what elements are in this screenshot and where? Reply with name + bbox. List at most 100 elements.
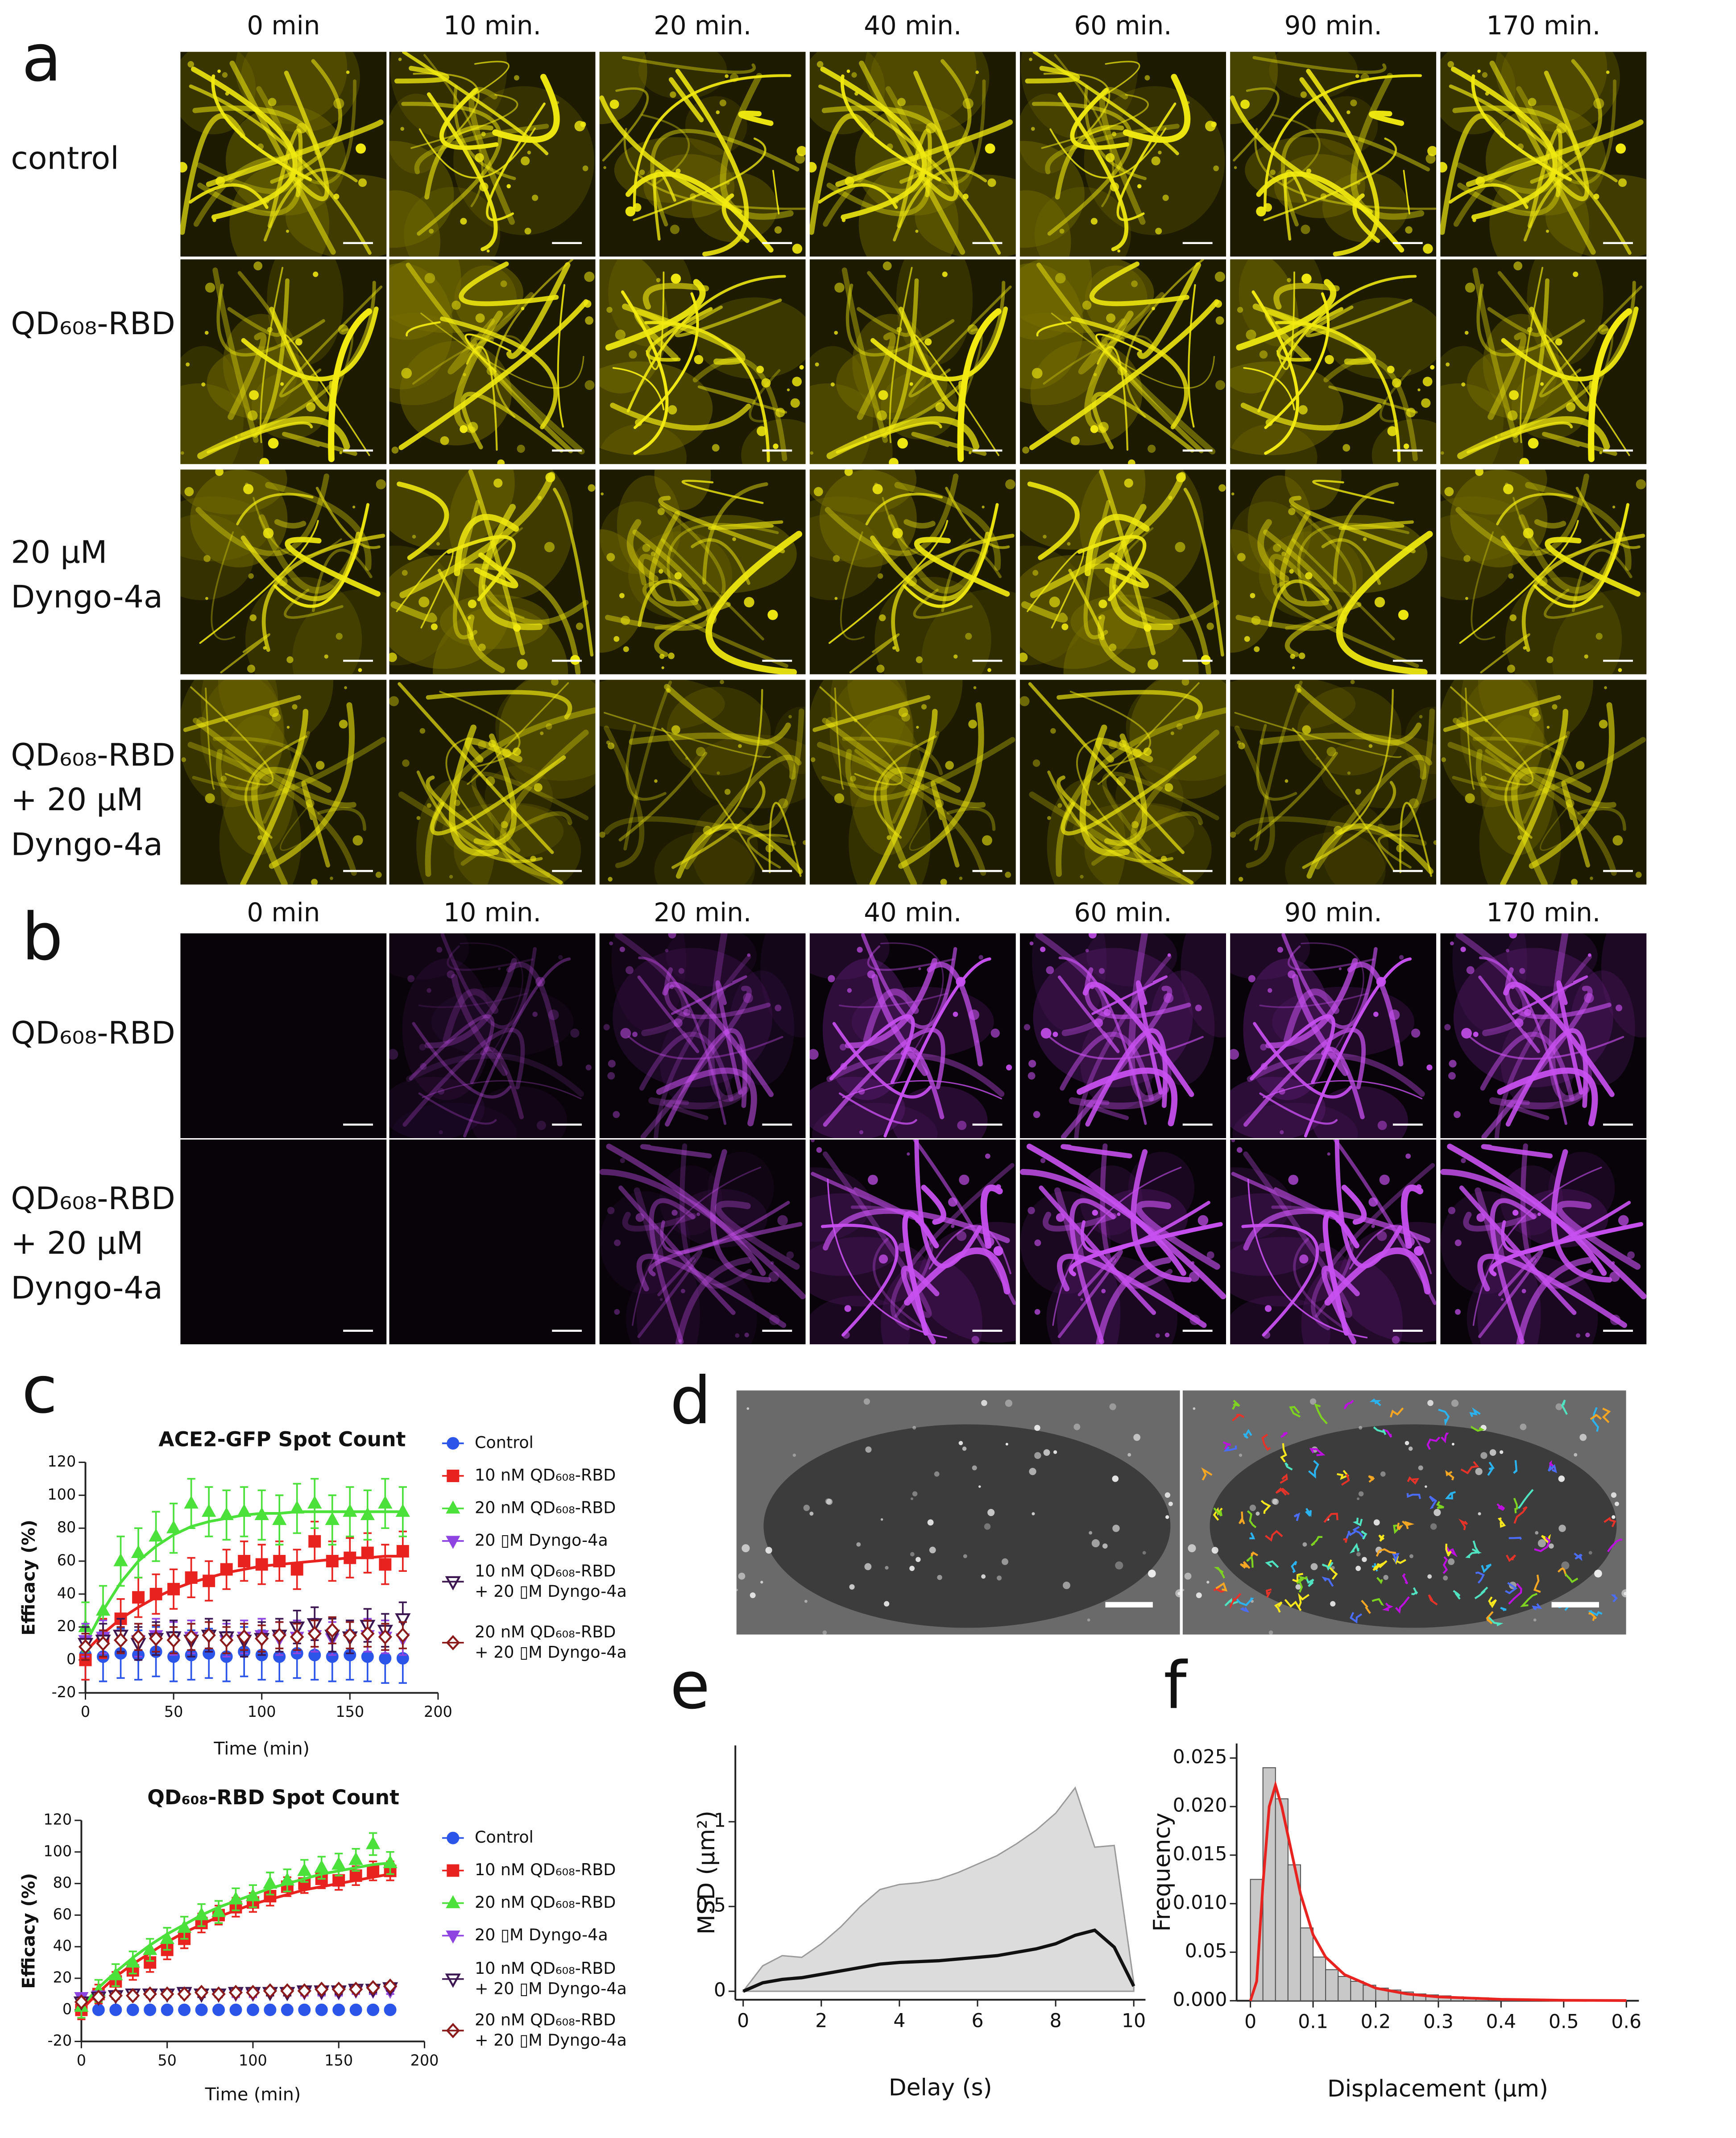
cell-membrane bbox=[1135, 1200, 1220, 1270]
cluster bbox=[951, 1224, 955, 1228]
cluster bbox=[1368, 744, 1373, 748]
cluster bbox=[346, 70, 350, 74]
spot bbox=[1165, 1515, 1169, 1519]
cell-body bbox=[1115, 765, 1184, 828]
cell-body bbox=[1084, 803, 1212, 885]
data-point bbox=[326, 1555, 339, 1568]
cell-membrane bbox=[267, 128, 303, 228]
cell-membrane bbox=[1588, 308, 1632, 462]
track bbox=[1265, 1588, 1272, 1598]
cluster bbox=[460, 425, 468, 433]
spot bbox=[929, 1546, 936, 1554]
cluster bbox=[267, 327, 273, 332]
spot bbox=[1002, 1558, 1009, 1565]
cell-membrane bbox=[812, 695, 931, 732]
cluster bbox=[439, 1130, 443, 1135]
spot bbox=[864, 1563, 872, 1570]
cluster bbox=[975, 70, 979, 74]
cell-membrane bbox=[1131, 1149, 1192, 1283]
cell-membrane bbox=[599, 95, 742, 215]
cell-membrane bbox=[1097, 614, 1136, 673]
cluster bbox=[744, 1332, 749, 1338]
cell-membrane bbox=[646, 307, 713, 362]
cluster bbox=[730, 73, 739, 82]
spot bbox=[1427, 1574, 1432, 1579]
track bbox=[1372, 1563, 1380, 1571]
cluster bbox=[263, 528, 274, 539]
cell-membrane bbox=[1061, 1144, 1132, 1159]
cell-membrane bbox=[1500, 531, 1621, 601]
panel-label: e bbox=[670, 1648, 710, 1724]
cluster bbox=[1144, 75, 1150, 81]
cell-membrane bbox=[604, 725, 645, 868]
cell-membrane bbox=[1043, 72, 1110, 134]
text-line: + 20 ▯M Dyngo-4a bbox=[475, 1979, 627, 1998]
cluster bbox=[1466, 966, 1475, 974]
cell-membrane bbox=[1027, 548, 1085, 629]
cluster bbox=[777, 1215, 788, 1226]
cluster bbox=[1537, 1212, 1541, 1216]
y-tick-label: 1 bbox=[714, 1810, 726, 1832]
cluster bbox=[853, 719, 858, 722]
cluster bbox=[716, 110, 720, 114]
cluster bbox=[840, 1063, 847, 1070]
cell-membrane bbox=[1489, 1044, 1592, 1110]
cluster bbox=[887, 835, 891, 840]
spot bbox=[1443, 1575, 1448, 1581]
cluster bbox=[786, 1251, 794, 1259]
cell-membrane bbox=[1082, 982, 1194, 1097]
cell-membrane bbox=[424, 125, 493, 200]
cluster bbox=[956, 977, 966, 987]
cell-membrane bbox=[1123, 74, 1191, 143]
cell-membrane bbox=[697, 385, 787, 414]
cell-membrane bbox=[640, 986, 752, 1139]
cell-membrane bbox=[708, 520, 783, 530]
cluster bbox=[1246, 329, 1256, 340]
data-point bbox=[307, 1495, 322, 1509]
track bbox=[1280, 1473, 1288, 1484]
cluster bbox=[720, 680, 724, 684]
cluster bbox=[1205, 120, 1216, 132]
cluster bbox=[1473, 1032, 1479, 1037]
cell-body bbox=[819, 469, 917, 568]
cell-membrane bbox=[827, 1178, 947, 1338]
data-point bbox=[161, 2003, 174, 2016]
cluster bbox=[872, 484, 883, 494]
cell-membrane bbox=[1091, 392, 1195, 453]
spot bbox=[1373, 1519, 1380, 1526]
cluster bbox=[830, 382, 835, 387]
cell-membrane bbox=[1029, 299, 1219, 450]
cell-membrane bbox=[1041, 94, 1149, 149]
cell-membrane bbox=[823, 1028, 945, 1127]
track bbox=[1239, 1511, 1245, 1525]
cell-membrane bbox=[402, 52, 549, 155]
histogram-bar bbox=[1325, 1969, 1339, 2001]
cluster bbox=[925, 123, 936, 134]
cluster bbox=[1413, 1246, 1424, 1256]
cluster bbox=[536, 1120, 546, 1130]
y-axis-label: Efficacy (%) bbox=[18, 1873, 39, 1989]
cell-membrane bbox=[679, 1143, 752, 1289]
cluster bbox=[1524, 1009, 1532, 1016]
cluster bbox=[959, 1174, 970, 1185]
cell-membrane bbox=[317, 807, 366, 831]
cell-membrane bbox=[1084, 1099, 1129, 1120]
track bbox=[1469, 1407, 1481, 1417]
cell-membrane bbox=[605, 279, 706, 351]
legend-label: 10 nM QD₆₀₈-RBD + 20 ▯M Dyngo-4a bbox=[475, 1958, 627, 1998]
cell-membrane bbox=[708, 933, 749, 1102]
cell-membrane bbox=[811, 1172, 917, 1220]
micrograph-background bbox=[599, 52, 806, 257]
cluster bbox=[1616, 143, 1626, 154]
cell-membrane bbox=[426, 690, 572, 720]
cluster bbox=[570, 1028, 580, 1038]
cluster bbox=[657, 508, 665, 515]
cell-membrane bbox=[1489, 60, 1596, 255]
cell-membrane bbox=[1263, 1080, 1423, 1100]
cluster bbox=[1523, 646, 1527, 650]
cell-membrane bbox=[909, 804, 955, 851]
cluster bbox=[1507, 664, 1516, 673]
x-tick-label: 100 bbox=[239, 2051, 267, 2069]
cluster bbox=[427, 988, 431, 993]
cell-membrane bbox=[451, 974, 508, 1076]
